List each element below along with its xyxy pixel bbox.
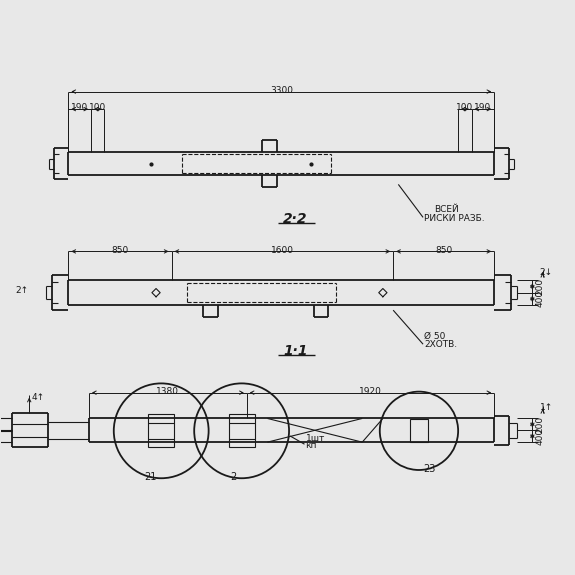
Text: РИСКИ РАЗБ.: РИСКИ РАЗБ.	[424, 213, 485, 223]
Text: 4↑: 4↑	[31, 393, 44, 402]
Text: 1·1: 1·1	[283, 344, 308, 358]
Bar	[409, 420, 428, 442]
Text: 190: 190	[474, 104, 492, 112]
Bar	[148, 415, 174, 447]
Text: кп: кп	[305, 442, 317, 450]
Text: 3300: 3300	[270, 86, 293, 95]
Text: 1920: 1920	[359, 387, 382, 396]
Text: 190: 190	[71, 104, 89, 112]
Text: 2↑: 2↑	[15, 286, 28, 295]
Bar	[229, 415, 255, 447]
Text: Ø 50: Ø 50	[424, 332, 446, 341]
Text: 1шт: 1шт	[305, 434, 325, 443]
Text: 2ХОТВ.: 2ХОТВ.	[424, 340, 457, 350]
Text: 2↓: 2↓	[539, 268, 553, 277]
Text: 200: 200	[535, 278, 545, 295]
Text: 400: 400	[535, 290, 545, 308]
Text: 1380: 1380	[156, 387, 179, 396]
Text: 23: 23	[423, 464, 435, 474]
Text: 850: 850	[112, 246, 129, 255]
Text: 400: 400	[535, 428, 545, 445]
Text: 2·2: 2·2	[283, 212, 308, 225]
Text: 1600: 1600	[271, 246, 294, 255]
Text: 2: 2	[230, 473, 236, 482]
Text: 100: 100	[456, 104, 473, 112]
Text: ВСЕЙ: ВСЕЙ	[435, 205, 459, 214]
Text: 200: 200	[535, 416, 545, 433]
Text: 1↑: 1↑	[539, 403, 553, 412]
Text: 100: 100	[89, 104, 106, 112]
Text: 21: 21	[145, 473, 157, 482]
Text: 850: 850	[435, 246, 453, 255]
